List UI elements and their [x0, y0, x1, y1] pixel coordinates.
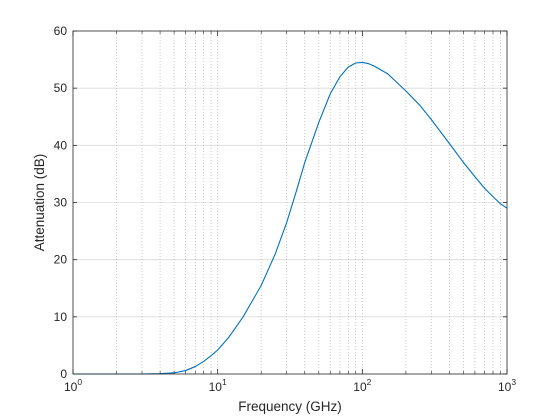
y-tick-label: 50 [54, 81, 68, 95]
tick-labels: 0 10 20 30 40 50 60 100 101 102 103 [54, 24, 517, 394]
y-tick-label: 60 [54, 24, 68, 38]
y-tick-label: 0 [60, 367, 67, 381]
y-tick-label: 10 [54, 310, 68, 324]
x-tick-label: 101 [209, 377, 227, 394]
x-tick-label: 103 [498, 377, 516, 394]
x-axis-label: Frequency (GHz) [238, 399, 342, 414]
y-tick-label: 30 [54, 196, 68, 210]
x-tick-label: 102 [353, 377, 371, 394]
x-tick-label: 100 [64, 377, 82, 394]
tick-marks [72, 30, 508, 375]
attenuation-line [73, 61, 508, 375]
grid [73, 31, 507, 374]
series-group [73, 61, 508, 375]
y-tick-label: 20 [54, 253, 68, 267]
y-tick-label: 40 [54, 138, 68, 152]
y-axis-label: Attenuation (dB) [32, 154, 47, 252]
